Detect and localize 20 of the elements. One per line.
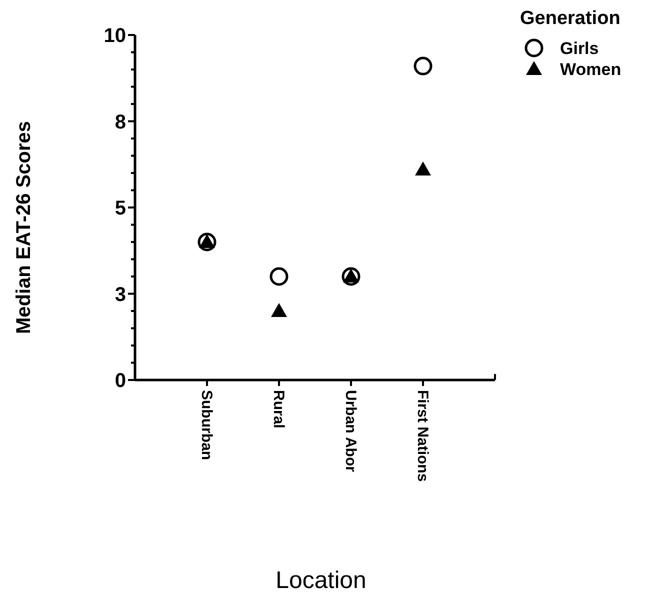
x-tick-label: Urban Abor bbox=[342, 390, 359, 472]
x-tick-label: Rural bbox=[270, 390, 287, 428]
x-tick-label: First Nations bbox=[414, 390, 431, 482]
y-tick-label: 0 bbox=[114, 370, 126, 392]
point bbox=[271, 303, 287, 317]
point bbox=[198, 232, 216, 252]
point bbox=[415, 162, 431, 176]
y-axis-title: Median EAT-26 Scores bbox=[13, 120, 35, 334]
legend-title: Generation bbox=[520, 8, 620, 29]
point bbox=[414, 56, 432, 76]
point bbox=[342, 267, 360, 286]
y-tick-label: 8 bbox=[114, 111, 126, 134]
y-tick-label: 3 bbox=[114, 284, 126, 306]
y-tick-label: 5 bbox=[114, 198, 126, 220]
legend-label: Women bbox=[560, 60, 622, 79]
y-tick-label: 10 bbox=[104, 25, 126, 47]
x-tick-label: Suburban bbox=[198, 390, 215, 460]
legend-label: Girls bbox=[560, 38, 599, 58]
x-axis-title: Location bbox=[276, 567, 366, 594]
point bbox=[270, 267, 288, 286]
